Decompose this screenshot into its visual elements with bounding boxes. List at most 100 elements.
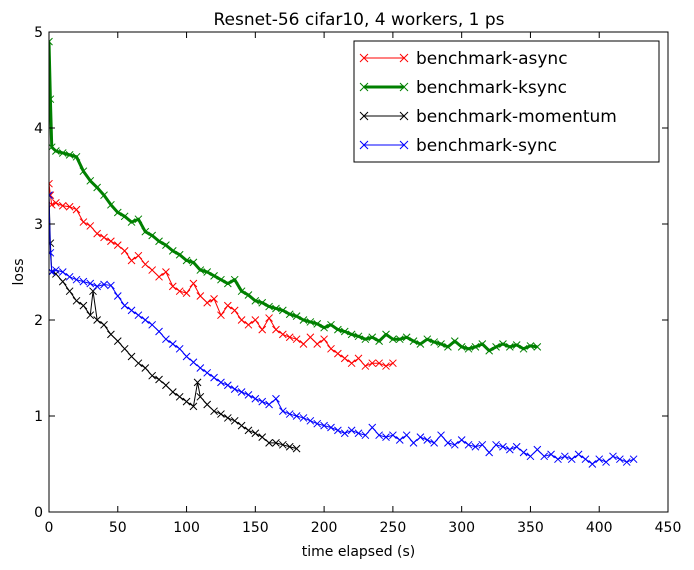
data-point-marker: [327, 423, 335, 432]
legend-label: benchmark-ksync: [416, 78, 567, 98]
data-point-marker: [162, 268, 170, 276]
data-point-marker: [182, 289, 191, 297]
data-point-marker: [292, 335, 301, 344]
data-point-marker: [237, 388, 246, 396]
data-point-marker: [395, 436, 404, 444]
data-point-marker: [210, 271, 218, 280]
data-point-marker: [223, 414, 232, 422]
data-point-marker: [230, 385, 239, 393]
data-point-marker: [49, 191, 53, 200]
data-point-marker: [203, 368, 212, 377]
data-point-marker: [444, 343, 452, 351]
data-point-marker: [285, 310, 294, 319]
data-point-marker: [382, 362, 390, 370]
data-point-marker: [168, 340, 177, 348]
data-point-marker: [93, 282, 101, 291]
data-point-marker: [217, 378, 225, 387]
data-point-marker: [141, 227, 150, 236]
data-point-marker: [113, 241, 122, 249]
data-point-marker: [217, 311, 225, 320]
data-point-marker: [499, 442, 507, 451]
data-point-marker: [189, 258, 198, 267]
legend-entry: benchmark-ksync: [359, 78, 567, 98]
data-point-marker: [505, 445, 514, 454]
data-point-marker: [313, 340, 322, 348]
data-point-marker: [313, 419, 322, 428]
data-point-marker: [423, 436, 432, 444]
x-tick-label: 250: [380, 520, 407, 536]
data-point-marker: [203, 298, 212, 307]
data-point-marker: [389, 431, 397, 440]
data-point-marker: [278, 330, 287, 339]
data-point-marker: [471, 343, 480, 351]
y-tick-label: 3: [34, 217, 43, 233]
data-point-marker: [251, 394, 260, 403]
data-point-marker: [505, 343, 514, 351]
data-point-marker: [581, 455, 590, 464]
data-point-marker: [457, 436, 466, 444]
data-point-marker: [251, 429, 260, 438]
data-point-marker: [168, 282, 177, 291]
data-point-marker: [168, 388, 177, 396]
data-point-marker: [65, 151, 74, 159]
data-point-marker: [560, 452, 569, 461]
data-point-marker: [168, 247, 177, 255]
data-point-marker: [86, 176, 95, 185]
data-point-marker: [533, 343, 542, 351]
data-point-marker: [547, 450, 555, 459]
data-point-marker: [175, 287, 184, 296]
data-point-marker: [72, 275, 81, 284]
data-point-marker: [320, 335, 328, 344]
x-tick-label: 300: [448, 520, 475, 536]
data-point-marker: [416, 340, 425, 348]
data-point-marker: [230, 275, 239, 284]
data-point-marker: [86, 311, 95, 320]
data-point-marker: [327, 320, 335, 329]
data-point-marker: [285, 410, 294, 418]
data-point-marker: [375, 431, 383, 440]
data-point-marker: [86, 279, 95, 288]
legend-label: benchmark-async: [416, 49, 568, 69]
data-point-marker: [113, 292, 122, 300]
data-point-marker: [340, 429, 349, 438]
data-point-marker: [399, 82, 409, 92]
data-point-marker: [533, 445, 542, 454]
data-point-marker: [244, 291, 253, 299]
data-point-marker: [193, 378, 202, 387]
data-point-marker: [595, 455, 604, 464]
data-point-marker: [113, 208, 122, 217]
y-tick-label: 5: [34, 25, 43, 41]
data-point-marker: [361, 335, 370, 344]
y-tick-label: 1: [34, 409, 43, 425]
data-point-marker: [134, 359, 143, 368]
data-point-marker: [629, 455, 638, 464]
data-point-marker: [86, 222, 95, 230]
data-point-marker: [196, 292, 205, 300]
legend-box: [353, 40, 660, 163]
data-point-marker: [155, 272, 163, 281]
data-point-marker: [272, 394, 280, 403]
data-point-marker: [361, 431, 370, 440]
data-point-marker: [258, 298, 267, 307]
data-point-marker: [359, 53, 369, 63]
data-point-marker: [464, 440, 473, 449]
data-point-marker: [258, 397, 267, 406]
data-point-marker: [100, 233, 108, 242]
data-point-marker: [526, 452, 535, 461]
data-point-marker: [526, 342, 535, 350]
data-point-marker: [58, 149, 67, 157]
data-point-marker: [299, 316, 308, 324]
data-point-marker: [361, 362, 370, 370]
data-point-marker: [107, 237, 115, 246]
data-point-marker: [437, 431, 445, 440]
data-point-marker: [512, 442, 521, 451]
legend-items: benchmark-async benchmark-ksync benchmark-…: [359, 49, 617, 156]
data-point-marker: [602, 458, 610, 466]
data-point-marker: [354, 429, 363, 438]
y-tick-label: 2: [34, 313, 43, 329]
data-point-marker: [278, 306, 287, 315]
data-point-marker: [395, 335, 404, 344]
plot-area: 0 50 100 150 200 250 300 350 400 450 0 1 2 3 4 5: [34, 25, 681, 536]
data-point-marker: [478, 340, 487, 348]
data-point-marker: [237, 287, 246, 296]
